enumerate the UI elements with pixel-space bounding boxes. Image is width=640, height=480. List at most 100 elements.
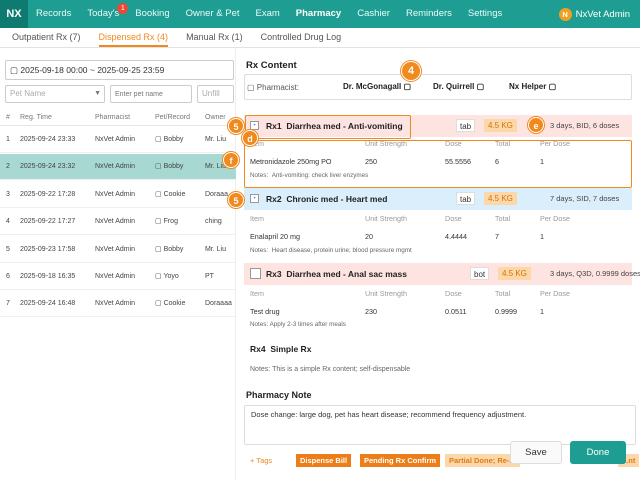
rx1-item-name: Metronidazole 250mg PO (250, 157, 332, 166)
pet-icon: ▢ (155, 300, 164, 308)
rx2-header[interactable]: • Rx2 Chronic med - Heart med tab 4.5 KG… (244, 188, 632, 210)
nav-owner-pet[interactable]: Owner & Pet (185, 8, 240, 19)
tag-pending-rx-confirm[interactable]: Pending Rx Confirm (360, 454, 441, 467)
row-owner: Mr. Liu (205, 136, 227, 143)
rx2-title: Rx2 Chronic med - Heart med (266, 194, 387, 204)
row-pet: ▢ Bobby (155, 237, 203, 263)
row-pharmacist: NxVet Admin (95, 273, 136, 280)
rx-tabs: Outpatient Rx (7) Dispensed Rx (4) Manua… (0, 28, 640, 48)
tag-partial-done[interactable]: Partial Done; Re-... (445, 454, 520, 467)
chevron-down-icon: ▼ (94, 90, 101, 97)
rx3-id: Rx3 (266, 269, 282, 279)
status-select[interactable]: Unfill (197, 85, 234, 103)
rx2-item-name: Enalapril 20 mg (250, 232, 300, 241)
rx4-notes-text: This is a simple Rx content; self-dispen… (272, 366, 411, 373)
tab-dispensed-rx[interactable]: Dispensed Rx (4) (98, 28, 169, 47)
pharmacist-box: ▢ Pharmacist: Dr. McGonagall ▢ Dr. Quirr… (244, 74, 632, 100)
rx3-dose: 0.0511 (445, 307, 467, 316)
row-no: 4 (6, 218, 10, 226)
rx1-per-dose: 1 (540, 157, 544, 166)
col-pharmacist: Pharmacist (95, 114, 131, 121)
pet-name-select[interactable]: Pet Name ▼ (5, 85, 105, 103)
notification-badge: 1 (117, 3, 129, 14)
rx1-dose: 55.5556 (445, 157, 471, 166)
tab-manual-rx[interactable]: Manual Rx (1) (186, 32, 243, 42)
rx1-id: Rx1 (266, 121, 282, 131)
row-time: 2025-09-18 16:35 (20, 273, 76, 280)
row-owner: ching (205, 218, 222, 226)
tab-outpatient-rx[interactable]: Outpatient Rx (7) (12, 32, 81, 42)
rx3-checkbox[interactable] (250, 268, 261, 279)
done-button[interactable]: Done (570, 441, 626, 464)
pharmacist-chip-1[interactable]: Dr. McGonagall ▢ (343, 82, 411, 91)
pharmacist-chip-2[interactable]: Dr. Quirrell ▢ (433, 82, 484, 91)
rx2-form: tab (456, 192, 476, 205)
rx1-title: Rx1 Diarrhea med - Anti-vomiting (266, 121, 403, 131)
user-menu[interactable]: N NxVet Admin (558, 0, 630, 28)
nav-pharmacy[interactable]: Pharmacy (295, 8, 342, 19)
pet-name: Cookie (163, 190, 186, 198)
add-tags-button[interactable]: + Tags (250, 456, 273, 465)
col-dose: Dose (445, 214, 462, 223)
col-per-dose: Per Dose (540, 289, 570, 298)
date-range-picker[interactable]: ▢ 2025-09-18 00:00 ~ 2025-09-25 23:59 (5, 60, 234, 80)
rx3-header[interactable]: Rx3 Diarrhea med - Anal sac mass bot 4.5… (244, 263, 640, 285)
nav-todays[interactable]: Today's 1 (79, 0, 129, 28)
nav-settings[interactable]: Settings (467, 8, 503, 19)
col-total: Total (495, 139, 511, 148)
rx1-notes-label: Notes: (250, 172, 269, 179)
table-row[interactable]: 5 2025-09-23 17:58 NxVet Admin ▢ Bobby Mr. L… (0, 237, 236, 263)
rx2-checkbox[interactable]: • (250, 194, 259, 203)
table-row[interactable]: 4 2025-09-22 17:27 NxVet Admin ▢ Frog ching (0, 209, 236, 236)
top-nav: NX Records Today's 1 Booking Owner & Pet… (0, 0, 640, 28)
rx1-item-highlight (244, 140, 632, 188)
tab-controlled-drug-log[interactable]: Controlled Drug Log (260, 32, 342, 42)
row-owner: Mr. Liu (205, 163, 227, 171)
rx3-form: bot (470, 267, 490, 280)
row-pet: ▢ Frog (155, 209, 203, 235)
rx4-header[interactable]: Rx4 Simple Rx (244, 338, 632, 360)
pharmacy-note-input[interactable]: Dose change: large dog, pet has heart di… (244, 405, 636, 445)
pet-icon: ▢ (155, 136, 164, 143)
row-pet: ▢ Bobby (155, 127, 203, 153)
pet-name: Bobby (163, 163, 184, 171)
row-time: 2025-09-24 23:33 (20, 136, 76, 143)
table-row[interactable]: 6 2025-09-18 16:35 NxVet Admin ▢ Yoyo PT (0, 264, 236, 290)
save-button[interactable]: Save (510, 441, 562, 464)
col-owner: Owner (205, 114, 226, 121)
table-row[interactable]: 7 2025-09-24 16:48 NxVet Admin ▢ Cookie Dora… (0, 291, 236, 318)
nav-cashier[interactable]: Cashier (357, 8, 390, 19)
row-owner: Mr. Liu (205, 245, 227, 253)
row-owner: Doraaaa (205, 300, 232, 308)
tag-dispense-bill[interactable]: Dispense Bill (296, 454, 352, 467)
rx1-title-highlight (245, 115, 411, 139)
rx2-id: Rx2 (266, 194, 282, 204)
col-pet-record: Pet/Record (155, 114, 191, 121)
rx3-item-name: Test drug (250, 307, 280, 316)
pharmacist-icon: ▢ (474, 82, 485, 91)
nav-booking[interactable]: Booking (135, 8, 170, 19)
row-pharmacist: NxVet Admin (95, 300, 136, 308)
table-row[interactable]: 3 2025-09-22 17:28 NxVet Admin ▢ Cookie Dora… (0, 182, 236, 208)
nav-exam[interactable]: Exam (255, 8, 280, 19)
rx2-strength: 20 (365, 232, 373, 241)
pharmacist-label: ▢ Pharmacist: (247, 83, 299, 92)
rx2-dose: 4.4444 (445, 232, 467, 241)
app-logo[interactable]: NX (0, 0, 28, 28)
row-time: 2025-09-22 17:28 (20, 190, 76, 198)
rx1-checkbox[interactable]: • (250, 121, 259, 130)
col-dose: Dose (445, 139, 462, 148)
pet-name-input[interactable] (110, 85, 192, 103)
rx3-total: 0.9999 (495, 307, 517, 316)
col-item: Item (250, 289, 264, 298)
pet-name: Cookie (163, 300, 186, 308)
date-range-value: 2025-09-18 00:00 ~ 2025-09-25 23:59 (20, 65, 165, 75)
table-row[interactable]: 2 2025-09-24 23:32 NxVet Admin ▢ Bobby Mr. L… (0, 154, 236, 181)
pet-name-select-value: Pet Name (10, 89, 46, 98)
table-row[interactable]: 1 2025-09-24 23:33 NxVet Admin ▢ Bobby Mr. L… (0, 127, 236, 153)
step-marker-d: d (242, 130, 258, 146)
nav-reminders[interactable]: Reminders (405, 8, 452, 19)
pharmacist-chip-3[interactable]: Nx Helper ▢ (509, 82, 556, 91)
pet-name: Frog (163, 218, 178, 226)
nav-records[interactable]: Records (36, 8, 72, 19)
